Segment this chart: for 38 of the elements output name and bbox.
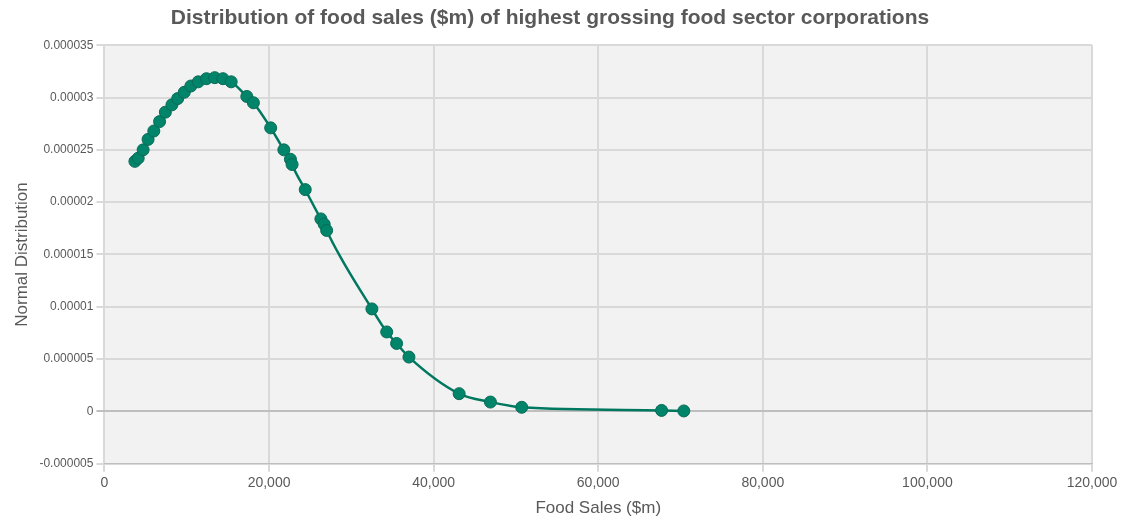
point [277, 143, 291, 157]
point [515, 400, 529, 414]
y-tick-label: 0.00003 [50, 89, 94, 104]
x-tick-label: 20,000 [247, 474, 291, 491]
x-axis-title: Food Sales ($m) [535, 498, 662, 518]
point [285, 158, 299, 171]
x-tick-label: 0 [100, 474, 109, 491]
point [390, 336, 404, 350]
y-tick-label: -0.000005 [39, 456, 94, 471]
y-tick-label: 0.000035 [43, 37, 94, 52]
point [655, 403, 669, 417]
point [380, 325, 394, 339]
y-tick-label: 0.000005 [43, 351, 94, 366]
point [264, 121, 278, 135]
point [153, 115, 167, 129]
point [402, 350, 416, 364]
point [483, 395, 497, 409]
x-tick-label: 60,000 [576, 474, 620, 491]
point [365, 302, 379, 316]
y-axis-title: Normal Distribution [11, 182, 31, 327]
point [677, 404, 691, 418]
point [298, 183, 312, 197]
point [246, 96, 260, 110]
y-tick-label: 0.000025 [43, 142, 94, 157]
point [452, 387, 466, 401]
y-tick-label: 0 [86, 403, 94, 418]
point [320, 223, 334, 237]
y-tick-label: 0.000015 [43, 246, 94, 261]
x-tick-label: 120,000 [1066, 474, 1118, 491]
y-tick-label: 0.00002 [50, 194, 94, 209]
point [147, 124, 161, 138]
chart-title: Distribution of food sales ($m) of highest grossing food sector corporations [170, 5, 930, 29]
x-tick-label: 40,000 [412, 474, 456, 491]
point [224, 75, 238, 89]
y-tick-label: 0.00001 [50, 299, 94, 314]
x-tick-label: 80,000 [741, 474, 785, 491]
x-tick-label: 100,000 [902, 474, 953, 491]
point [136, 143, 150, 157]
